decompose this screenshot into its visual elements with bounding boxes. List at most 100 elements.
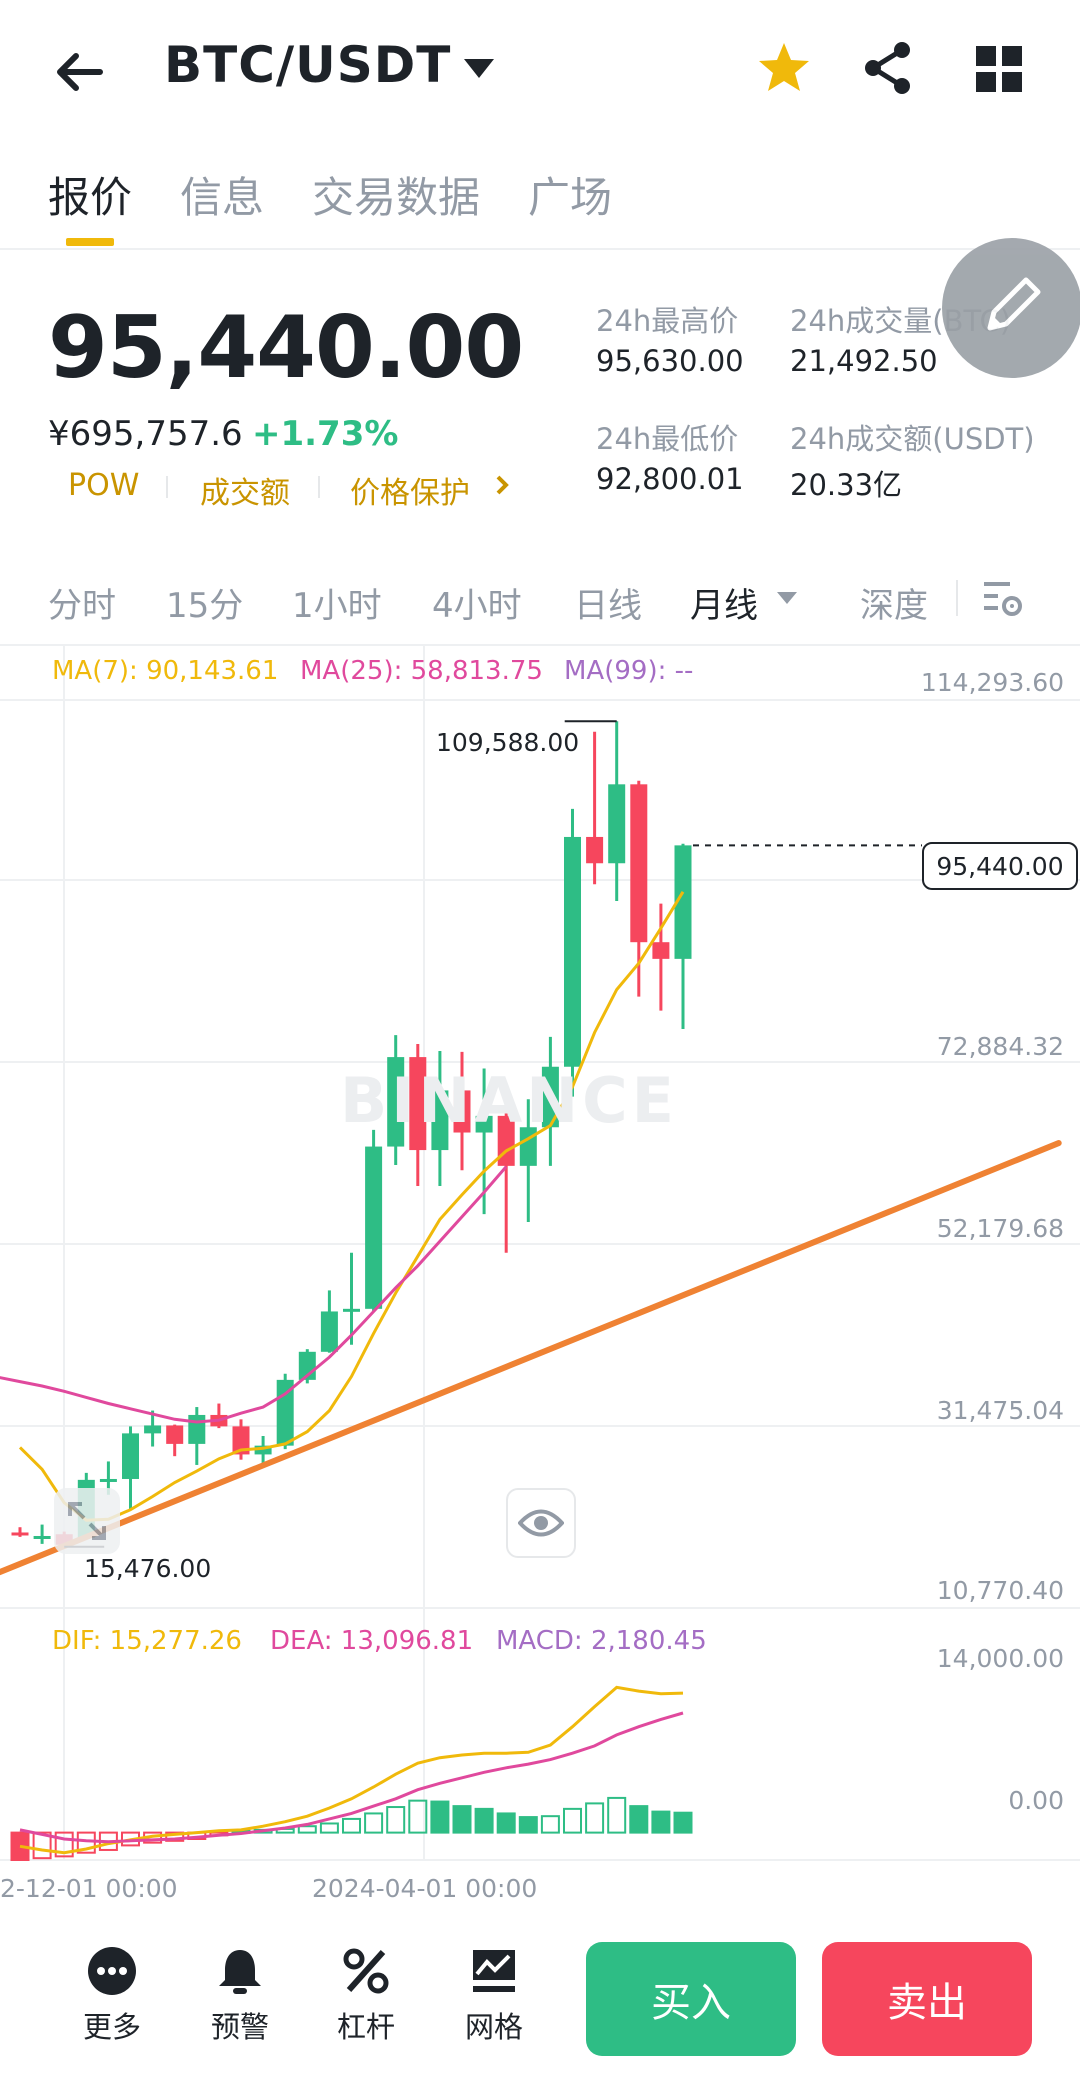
- caret-down-icon[interactable]: [776, 590, 798, 606]
- candle-body: [33, 1535, 51, 1539]
- interval-4h[interactable]: 4小时: [432, 586, 522, 626]
- stat-low-value: 92,800.01: [596, 462, 744, 496]
- stat-volume-usdt-value: 20.33亿: [790, 468, 903, 502]
- edit-floating-button[interactable]: [942, 238, 1080, 378]
- nav-more[interactable]: 更多: [62, 1946, 162, 2046]
- price-axis-label: 10,770.40: [936, 1576, 1064, 1605]
- stat-high-label: 24h最高价: [596, 304, 739, 338]
- nav-grid-trading-label: 网格: [464, 2010, 523, 2044]
- expand-chart-button[interactable]: [54, 1488, 120, 1554]
- macd-histogram-bar: [32, 1831, 52, 1860]
- ma99-legend: MA(99): --: [564, 656, 694, 686]
- stat-low-label: 24h最低价: [596, 422, 739, 456]
- tab-quote[interactable]: 报价: [48, 173, 133, 222]
- candle-body: [674, 845, 692, 959]
- share-icon[interactable]: [862, 40, 914, 96]
- nav-grid-trading[interactable]: 网格: [444, 1946, 544, 2046]
- dea-legend: DEA: 13,096.81: [270, 1626, 474, 1656]
- tab-trading-data[interactable]: 交易数据: [312, 173, 481, 222]
- tag-separator: [166, 476, 168, 498]
- interval-timeline[interactable]: 分时: [48, 586, 116, 626]
- grid-trading-icon: [473, 1950, 515, 1992]
- candle-body: [188, 1414, 206, 1444]
- price-axis-label: 31,475.04: [936, 1396, 1064, 1425]
- star-icon[interactable]: [756, 40, 812, 96]
- macd-histogram-bar: [408, 1799, 428, 1834]
- macd-histogram-bar: [430, 1800, 450, 1834]
- macd-histogram-bar: [673, 1811, 693, 1834]
- high-price-marker: 109,588.00: [436, 728, 580, 757]
- candle-body: [652, 942, 670, 959]
- tag-turnover[interactable]: 成交额: [200, 476, 290, 511]
- candle-body: [387, 1057, 405, 1147]
- grid-menu-icon[interactable]: [976, 46, 1022, 92]
- interval-depth[interactable]: 深度: [860, 586, 928, 626]
- nav-alert[interactable]: 预警: [190, 1946, 290, 2046]
- macd-histogram-bar: [474, 1807, 494, 1834]
- macd-histogram-bar: [76, 1831, 96, 1854]
- candle-body: [343, 1308, 360, 1312]
- interval-1month[interactable]: 月线: [690, 586, 758, 626]
- stat-high-value: 95,630.00: [596, 344, 744, 378]
- back-arrow-icon[interactable]: [48, 40, 112, 104]
- percent-icon: [343, 1948, 389, 1994]
- macd-histogram-bar: [297, 1825, 317, 1834]
- candle-body: [144, 1425, 162, 1434]
- candle-body: [99, 1478, 117, 1482]
- macd-histogram-bar: [540, 1815, 560, 1834]
- price-change-percent: +1.73%: [252, 414, 399, 454]
- candle-body: [475, 1115, 493, 1133]
- candle-body: [586, 836, 604, 864]
- candlestick-chart[interactable]: [0, 640, 1080, 1880]
- chevron-right-icon[interactable]: [494, 474, 510, 496]
- interval-15m[interactable]: 15分: [166, 586, 244, 626]
- macd-histogram-bar: [386, 1806, 406, 1834]
- chart-settings-icon[interactable]: [982, 578, 1024, 620]
- ma25-line: [0, 1165, 508, 1424]
- macd-histogram-bar: [54, 1831, 74, 1858]
- macd-dea-line: [19, 1711, 684, 1844]
- pencil-icon: [987, 277, 1041, 331]
- macd-histogram-bar: [496, 1812, 516, 1834]
- candle-body: [453, 1090, 471, 1133]
- candle-body: [630, 784, 648, 943]
- tag-separator: [318, 476, 320, 498]
- buy-button[interactable]: 买入: [586, 1942, 796, 2056]
- current-price-tag[interactable]: 95,440.00: [922, 842, 1078, 890]
- time-axis-label: 2-12-01 00:00: [0, 1874, 178, 1903]
- sell-button[interactable]: 卖出: [822, 1942, 1032, 2056]
- tab-square[interactable]: 广场: [528, 173, 613, 222]
- eye-icon: [518, 1509, 564, 1537]
- candle-body: [409, 1057, 427, 1151]
- candle-body: [320, 1311, 338, 1352]
- candle-body: [564, 836, 581, 1067]
- macd-histogram-bar: [364, 1812, 384, 1834]
- macd-axis-label: 14,000.00: [936, 1644, 1064, 1673]
- macd-histogram-bar: [342, 1817, 361, 1834]
- macd-histogram-bar: [563, 1807, 582, 1834]
- macd-histogram-bar: [319, 1822, 339, 1834]
- candle-body: [608, 784, 626, 864]
- nav-more-label: 更多: [82, 2010, 141, 2044]
- chevron-down-icon[interactable]: [462, 56, 496, 82]
- macd-histogram-bar: [651, 1810, 671, 1834]
- interval-divider: [956, 580, 958, 616]
- macd-histogram-bar: [585, 1802, 605, 1834]
- nav-leverage[interactable]: 杠杆: [316, 1946, 416, 2046]
- macd-histogram-bar: [452, 1805, 472, 1834]
- tag-pow[interactable]: POW: [68, 468, 140, 503]
- candle-body: [122, 1433, 139, 1479]
- candle-body: [232, 1426, 250, 1455]
- tag-price-protection[interactable]: 价格保护: [350, 476, 470, 511]
- macd-histogram-bar: [629, 1805, 649, 1834]
- interval-1d[interactable]: 日线: [574, 586, 642, 626]
- pair-title[interactable]: BTC/USDT: [164, 36, 452, 94]
- tab-info[interactable]: 信息: [180, 173, 265, 222]
- active-tab-indicator: [66, 238, 114, 246]
- last-price: 95,440.00: [48, 298, 524, 398]
- candle-body: [166, 1425, 184, 1444]
- nav-leverage-label: 杠杆: [336, 2010, 395, 2044]
- toggle-visibility-button[interactable]: [506, 1488, 576, 1558]
- interval-1h[interactable]: 1小时: [292, 586, 382, 626]
- price-axis-label: 52,179.68: [936, 1214, 1064, 1243]
